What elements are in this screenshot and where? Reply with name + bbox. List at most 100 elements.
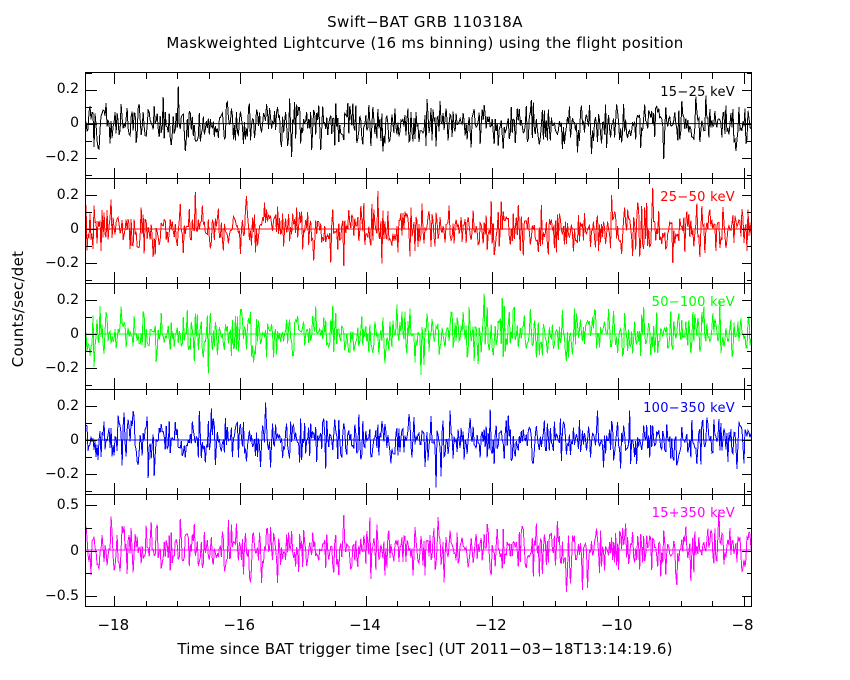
x-tick-major	[240, 494, 242, 506]
x-tick-major	[114, 167, 116, 178]
y-tick-minor	[747, 456, 751, 458]
lightcurve-trace-3	[86, 402, 751, 488]
y-tick-minor	[86, 245, 92, 247]
x-tick-major	[240, 283, 242, 295]
y-tick-minor	[86, 177, 92, 179]
y-tick-label: −0.2	[45, 360, 79, 377]
x-tick-minor	[334, 172, 336, 178]
x-tick-major	[743, 595, 745, 606]
x-tick-major	[617, 595, 619, 606]
x-tick-major	[617, 177, 619, 189]
x-tick-minor	[303, 177, 305, 184]
x-tick-major	[366, 167, 367, 178]
x-tick-minor	[271, 388, 273, 395]
x-tick-minor	[177, 283, 179, 290]
y-tick-label: −0.2	[45, 149, 79, 166]
y-tick-minor	[747, 107, 751, 109]
panel-separator	[85, 177, 752, 179]
x-tick-minor	[680, 172, 682, 178]
x-tick-minor	[177, 494, 179, 501]
x-tick-minor	[586, 277, 588, 284]
y-tick-major	[742, 550, 751, 552]
x-tick-minor	[303, 494, 305, 501]
x-tick-label: −12	[475, 616, 507, 634]
x-tick-minor	[586, 73, 588, 79]
x-tick-major	[491, 388, 493, 400]
y-tick-minor	[747, 245, 751, 247]
x-tick-minor	[649, 382, 651, 389]
x-tick-major	[743, 177, 745, 189]
y-tick-minor	[86, 573, 92, 575]
y-tick-major	[86, 334, 97, 336]
x-tick-major	[617, 272, 619, 284]
x-tick-minor	[712, 177, 714, 184]
x-tick-minor	[649, 388, 651, 395]
lightcurve-panel-0: 15−25 keV	[85, 72, 752, 178]
y-tick-label: −0.2	[45, 465, 79, 482]
x-tick-major	[491, 73, 493, 84]
y-tick-major	[742, 194, 751, 196]
x-tick-minor	[334, 388, 336, 395]
x-tick-minor	[177, 277, 179, 284]
x-tick-minor	[554, 388, 556, 395]
x-tick-minor	[177, 73, 179, 79]
x-tick-label: −18	[97, 616, 130, 634]
x-tick-minor	[428, 494, 430, 501]
lightcurve-panel-1: 25−50 keV	[85, 177, 752, 284]
x-tick-major	[491, 494, 493, 506]
y-tick-minor	[86, 317, 92, 319]
x-tick-minor	[397, 600, 399, 606]
x-tick-minor	[523, 382, 525, 389]
x-tick-major	[240, 388, 242, 400]
figure-title-block: Swift−BAT GRB 110318A Maskweighted Light…	[0, 12, 850, 54]
x-tick-minor	[303, 73, 305, 79]
figure-title: Swift−BAT GRB 110318A	[327, 13, 523, 31]
x-tick-minor	[586, 488, 588, 495]
y-tick-minor	[86, 385, 92, 387]
x-tick-minor	[334, 382, 336, 389]
x-tick-minor	[334, 277, 336, 284]
x-tick-major	[240, 595, 242, 606]
x-tick-minor	[428, 600, 430, 606]
x-tick-minor	[208, 382, 210, 389]
x-tick-minor	[680, 177, 682, 184]
y-tick-minor	[86, 388, 92, 390]
y-tick-minor	[747, 317, 751, 319]
x-tick-minor	[460, 494, 462, 501]
y-tick-major	[742, 124, 751, 126]
x-tick-major	[617, 377, 619, 389]
x-tick-minor	[428, 382, 430, 389]
x-tick-minor	[554, 283, 556, 290]
x-tick-major	[491, 167, 493, 178]
x-tick-minor	[712, 494, 714, 501]
x-tick-major	[743, 388, 745, 400]
x-tick-minor	[397, 172, 399, 178]
x-tick-minor	[460, 600, 462, 606]
x-tick-minor	[554, 277, 556, 284]
x-tick-major	[366, 73, 367, 84]
x-tick-minor	[523, 600, 525, 606]
x-tick-minor	[271, 172, 273, 178]
x-tick-major	[114, 177, 116, 189]
x-tick-major	[491, 595, 493, 606]
x-tick-minor	[586, 600, 588, 606]
x-tick-minor	[303, 283, 305, 290]
y-tick-label: 0.2	[56, 292, 79, 309]
lightcurve-trace-2	[86, 293, 751, 376]
x-tick-minor	[271, 177, 273, 184]
y-axis-label: Counts/sec/det	[9, 250, 27, 368]
x-tick-minor	[145, 283, 147, 290]
y-tick-major	[742, 90, 751, 92]
y-tick-label: 0.2	[56, 186, 79, 203]
x-tick-major	[491, 377, 493, 389]
x-tick-major	[114, 595, 116, 606]
x-tick-minor	[680, 73, 682, 79]
x-tick-minor	[208, 283, 210, 290]
x-tick-minor	[523, 283, 525, 290]
x-tick-minor	[460, 388, 462, 395]
x-tick-minor	[680, 488, 682, 495]
x-tick-major	[114, 388, 116, 400]
x-tick-major	[366, 494, 367, 506]
x-tick-minor	[397, 494, 399, 501]
